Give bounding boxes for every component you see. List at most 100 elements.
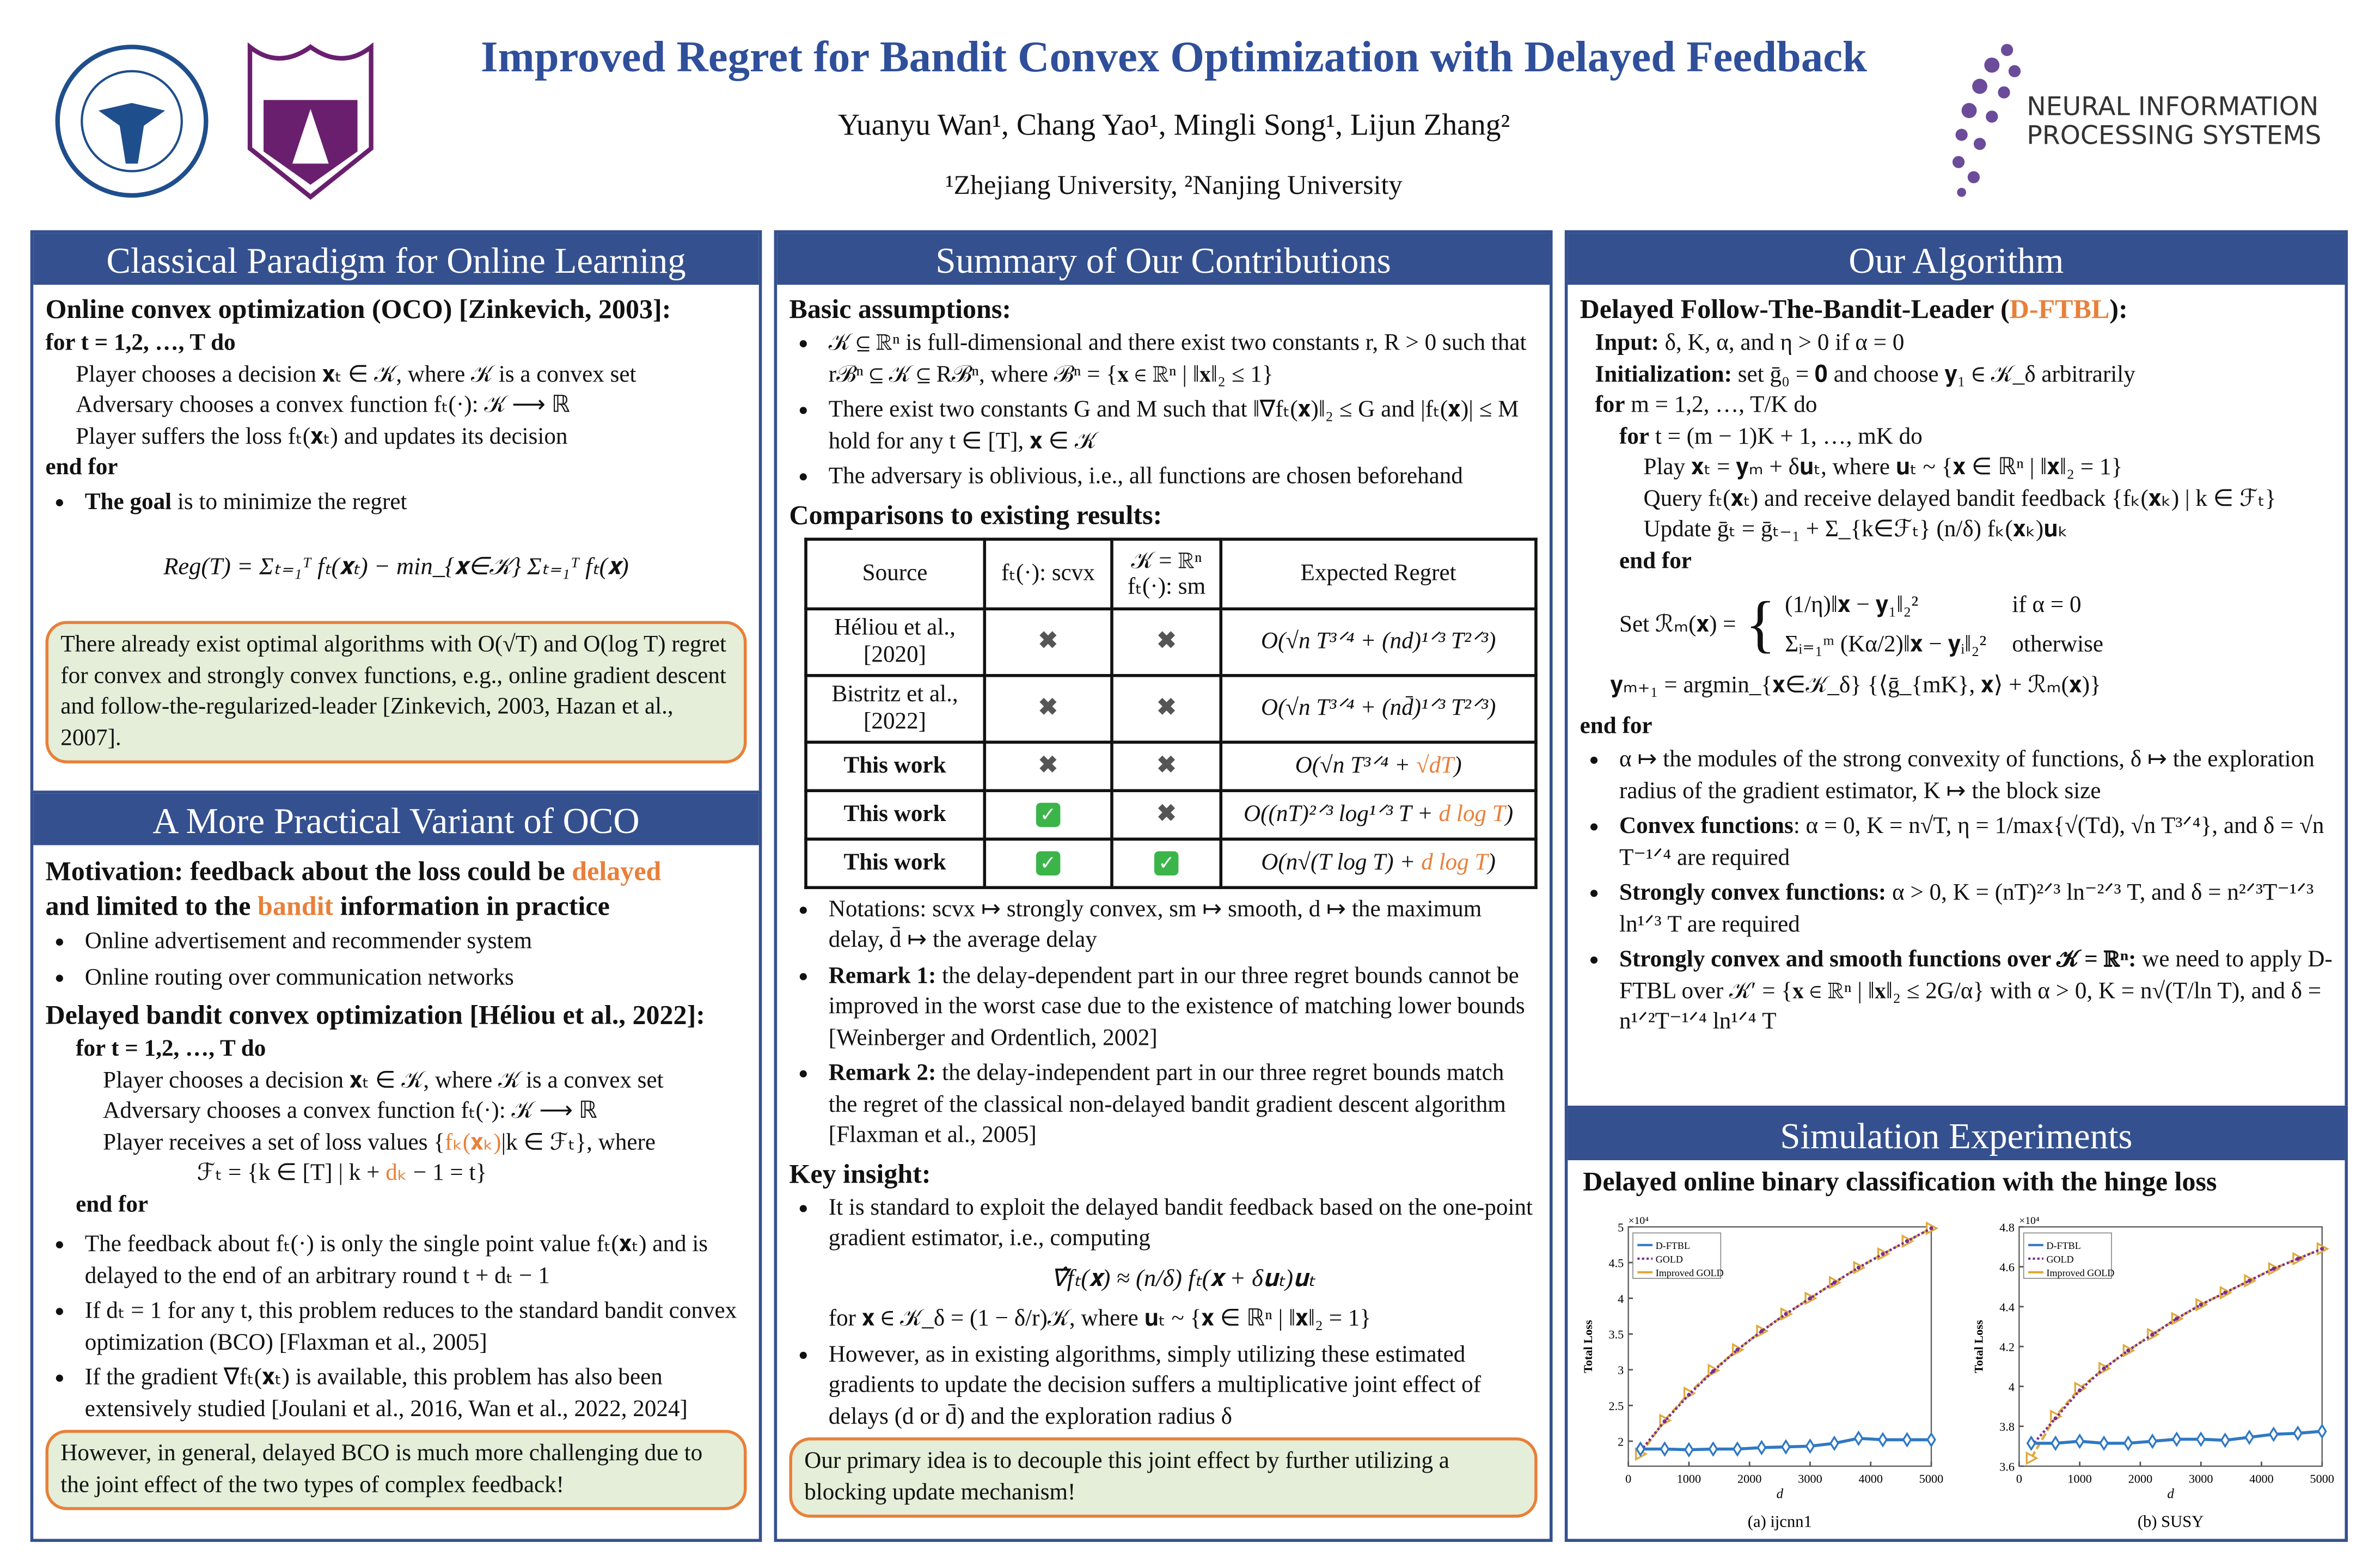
chart-caption: (a) ijcnn1 xyxy=(1748,1512,1812,1530)
legend: D-FTBL GOLD Improved GOLD xyxy=(2023,1232,2114,1279)
bullet-bold: Convex functions xyxy=(1619,813,1794,840)
th-source: Source xyxy=(804,537,985,610)
goal-bullet: The goal is to minimize the regret xyxy=(54,487,747,518)
data-point-d-ftbl xyxy=(1708,1441,1718,1457)
text: |k ∈ ℱₜ}, where xyxy=(501,1129,656,1155)
section-title: Key insight: xyxy=(789,1157,931,1189)
panel-header: Simulation Experiments xyxy=(1568,1108,2345,1161)
cell-sm: ✓ xyxy=(1111,837,1223,889)
note-bold: Remark 2: xyxy=(828,1060,936,1086)
text-hl: dₖ xyxy=(385,1160,408,1186)
cell-sm: ✖ xyxy=(1111,607,1223,677)
algo-line: for t = 1,2, …, T do xyxy=(45,330,236,356)
cell-source: Héliou et al., [2020] xyxy=(804,607,985,677)
y-axis-label: Total Loss xyxy=(1972,1320,1986,1373)
data-point-d-ftbl xyxy=(1684,1442,1694,1458)
algo-line: end for xyxy=(1580,546,2333,577)
text: Player receives a set of loss values { xyxy=(103,1129,445,1155)
algo-title: Delayed Follow-The-Bandit-Leader (D-FTBL… xyxy=(1580,294,2333,326)
panel-header: A More Practical Variant of OCO xyxy=(33,793,759,846)
data-point-gold xyxy=(2053,1416,2058,1420)
y-tick-label: 4.4 xyxy=(1999,1300,2015,1314)
title-text: Comparisons to existing results xyxy=(789,499,1153,530)
x-tick-label: 0 xyxy=(1625,1472,1631,1486)
legend-label: GOLD xyxy=(2046,1254,2073,1265)
cell-source: This work xyxy=(804,788,985,840)
cell-scvx: ✖ xyxy=(982,673,1114,743)
data-point-gold xyxy=(2102,1366,2106,1371)
y-tick-label: 3.6 xyxy=(1999,1460,2015,1473)
motivation: Motivation: feedback about the loss coul… xyxy=(45,854,746,924)
bullet-bold: Strongly convex and smooth functions ove… xyxy=(1619,946,2137,973)
table-row: This work ✖ ✖ O(√n T³ᐟ⁴ + √dT) xyxy=(804,740,1538,792)
algo-line: Player chooses a decision 𝐱ₜ ∈ 𝒦, where … xyxy=(76,361,636,387)
neurips-logo-dots xyxy=(1952,44,2021,197)
bullet-text: we need to apply D-FTBL over 𝒦′ = {𝐱 ∈ ℝ… xyxy=(1619,946,2333,1035)
data-point-d-ftbl xyxy=(1756,1440,1767,1456)
neurips-line-1: NEURAL INFORMATION xyxy=(2027,92,2319,123)
th-sm-1: 𝒦 = ℝⁿ xyxy=(1131,547,1202,573)
section-title: Online convex optimization (OCO) [Zinkev… xyxy=(45,293,671,324)
x-tick-label: 3000 xyxy=(1798,1472,1822,1486)
zju-logo xyxy=(55,45,209,198)
y-tick-label: 2 xyxy=(1618,1435,1624,1448)
data-point-d-ftbl xyxy=(2026,1435,2036,1451)
check-icon: ✓ xyxy=(1036,802,1061,826)
cell-sm: ✖ xyxy=(1111,740,1223,792)
y-tick-label: 4.8 xyxy=(1999,1221,2015,1234)
txt: Play 𝐱ₜ = 𝐲ₘ + δ𝐮ₜ, where 𝐮ₜ ~ {𝐱 ∈ ℝⁿ |… xyxy=(1643,454,2123,480)
x-axis-label: d xyxy=(1777,1486,1784,1501)
chart-susy: 0 1000 2000 3000 4000 5000 3.6 3.8 4 4.2 4.4 4.6 4.8… xyxy=(1972,1215,2334,1530)
assumption: The adversary is oblivious, i.e., all fu… xyxy=(798,462,1538,493)
cross-icon: ✖ xyxy=(1038,752,1058,779)
motivation-delayed: delayed xyxy=(572,855,662,886)
regret: O(√n T³ᐟ⁴ + (nd)¹ᐟ³ T²ᐟ³) xyxy=(1260,628,1496,654)
data-point-d-ftbl xyxy=(2268,1426,2279,1442)
chart-caption: (b) SUSY xyxy=(2138,1512,2204,1530)
data-point-gold xyxy=(1784,1312,1788,1316)
algo-line: end for xyxy=(45,454,118,480)
data-point-gold xyxy=(1687,1393,1691,1397)
authors: Yuanyu Wan¹, Chang Yao¹, Mingli Song¹, L… xyxy=(837,109,1510,143)
set-r: Set ℛₘ(𝐱) = xyxy=(1619,611,1736,638)
regret: O(n√(T log T) + xyxy=(1261,849,1422,875)
data-point-d-ftbl xyxy=(2220,1432,2230,1448)
check-icon: ✓ xyxy=(1036,850,1061,875)
x-tick-label: 5000 xyxy=(1919,1472,1943,1486)
data-point-gold xyxy=(2320,1247,2324,1251)
legend-label: D-FTBL xyxy=(1656,1240,1690,1251)
algo-line: Play 𝐱ₜ = 𝐲ₘ + δ𝐮ₜ, where 𝐮ₜ ~ {𝐱 ∈ ℝⁿ |… xyxy=(1580,453,2333,484)
cross-icon: ✖ xyxy=(1156,628,1177,654)
y-multiplier: ×10⁴ xyxy=(2019,1215,2039,1227)
goal-bold: The goal xyxy=(84,488,172,514)
algo-line: ℱₜ = {k ∈ [T] | k + dₖ − 1 = t} xyxy=(45,1159,746,1190)
y-tick-label: 3.5 xyxy=(1608,1328,1624,1342)
regret-end: ) xyxy=(1454,752,1462,779)
data-point-gold xyxy=(1759,1329,1764,1333)
update-y: 𝐲ₘ₊₁ = argmin_{𝐱∈𝒦_δ} {⟨ḡ_{mK}, 𝐱⟩ + ℛₘ(… xyxy=(1610,672,2101,699)
y-tick-label: 4 xyxy=(2009,1380,2015,1394)
algo-line: Player chooses a decision 𝐱ₜ ∈ 𝒦, where … xyxy=(103,1067,664,1093)
panel-practical: A More Practical Variant of OCO Motivati… xyxy=(30,791,762,1542)
neurips-logo-text: NEURAL INFORMATION PROCESSING SYSTEMS xyxy=(2027,92,2321,151)
cross-icon: ✖ xyxy=(1156,752,1177,779)
highlight-box: There already exist optimal algorithms w… xyxy=(45,621,747,764)
regret-delay-term: √dT xyxy=(1416,752,1454,779)
data-point-gold xyxy=(2078,1388,2082,1393)
table-row: This work ✓ ✖ O((nT)²ᐟ³ log¹ᐟ³ T + d log… xyxy=(804,788,1538,840)
cell-regret: O(n√(T log T) + d log T) xyxy=(1219,837,1538,889)
comparison-table: Source fₜ(·): scvx 𝒦 = ℝⁿ fₜ(·): sm Expec… xyxy=(804,537,1538,889)
data-point-d-ftbl xyxy=(2317,1423,2327,1440)
x-tick-label: 1000 xyxy=(1677,1472,1701,1486)
algo-line: Initialization: set ḡ₀ = 𝟎 and choose 𝐲₁… xyxy=(1580,360,2333,391)
txt: set ḡ₀ = 𝟎 and choose 𝐲₁ ∈ 𝒦_δ arbitrari… xyxy=(1731,361,2135,387)
kw: for xyxy=(1595,392,1625,418)
data-point-gold xyxy=(1856,1265,1861,1270)
data-point-d-ftbl xyxy=(1781,1439,1791,1455)
regret-delay-term: d log T xyxy=(1439,801,1505,827)
data-point-gold xyxy=(1662,1419,1667,1423)
y-tick-label: 3.8 xyxy=(1999,1420,2015,1434)
kw: Initialization: xyxy=(1595,361,1732,387)
table-row: Héliou et al., [2020] ✖ ✖ O(√n T³ᐟ⁴ + (n… xyxy=(804,607,1538,677)
y-multiplier: ×10⁴ xyxy=(1629,1215,1649,1227)
